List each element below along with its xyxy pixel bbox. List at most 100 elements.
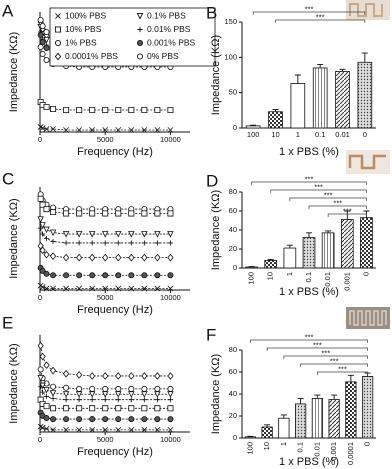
data-point bbox=[102, 405, 109, 412]
legend-marker bbox=[136, 12, 144, 20]
data-point bbox=[154, 397, 160, 403]
x-tick-label: 100 bbox=[247, 272, 256, 285]
data-point bbox=[102, 416, 109, 423]
bar bbox=[244, 436, 256, 439]
data-point bbox=[89, 107, 96, 113]
data-point bbox=[62, 391, 70, 398]
bar bbox=[302, 237, 316, 269]
data-point bbox=[76, 285, 83, 292]
x-tick-label: 0.1 bbox=[315, 130, 325, 139]
data-point bbox=[141, 107, 148, 113]
x-axis-title: Frequency (Hz) bbox=[77, 304, 153, 316]
panel-letter: B bbox=[206, 3, 217, 22]
data-point bbox=[62, 231, 70, 238]
data-point bbox=[128, 405, 135, 412]
x-axis-title: 1 x PBS (%) bbox=[279, 146, 339, 158]
data-point bbox=[115, 285, 122, 292]
data-point bbox=[141, 397, 147, 403]
data-point bbox=[76, 371, 83, 379]
error-bar bbox=[294, 74, 301, 84]
data-point bbox=[89, 285, 96, 292]
data-point bbox=[38, 225, 44, 231]
y-tick-label: 0 bbox=[233, 123, 237, 132]
data-point bbox=[63, 416, 70, 423]
x-tick-label: 0 bbox=[38, 435, 42, 444]
x-tick-label: 0.01 bbox=[312, 442, 321, 457]
error-bar bbox=[247, 435, 254, 437]
data-point bbox=[128, 426, 135, 433]
data-point bbox=[37, 17, 44, 23]
data-point bbox=[50, 272, 57, 279]
data-point bbox=[154, 385, 161, 392]
data-point bbox=[89, 240, 95, 246]
y-tick-label: 80 bbox=[229, 345, 237, 354]
data-point bbox=[43, 380, 50, 387]
data-point bbox=[102, 397, 108, 403]
y-axis-title: Impedance (KΩ) bbox=[8, 343, 20, 423]
data-point bbox=[102, 210, 109, 217]
bar bbox=[283, 247, 297, 269]
error-bar bbox=[306, 232, 312, 238]
data-point bbox=[63, 384, 70, 391]
data-point bbox=[50, 238, 56, 245]
y-tick-label: 20 bbox=[229, 411, 237, 420]
data-point bbox=[39, 382, 46, 390]
data-point bbox=[43, 415, 50, 421]
data-point bbox=[102, 107, 109, 113]
data-point bbox=[88, 391, 96, 398]
data-point bbox=[39, 352, 46, 361]
bar bbox=[278, 417, 290, 439]
data-point bbox=[167, 210, 174, 217]
data-point bbox=[50, 383, 57, 390]
data-point bbox=[40, 389, 46, 395]
y-tick-label: 0 bbox=[233, 433, 237, 442]
data-point bbox=[88, 231, 96, 238]
data-point bbox=[89, 372, 96, 380]
significance-label: *** bbox=[330, 356, 339, 365]
data-point bbox=[102, 127, 109, 133]
x-tick-label: 10 bbox=[271, 130, 279, 139]
data-point bbox=[89, 426, 96, 433]
data-point bbox=[63, 397, 69, 403]
x-tick-label: 0 bbox=[361, 272, 370, 276]
data-point bbox=[37, 375, 44, 382]
data-point bbox=[76, 107, 83, 113]
data-point bbox=[63, 426, 69, 433]
data-point bbox=[43, 37, 50, 44]
data-point bbox=[39, 424, 46, 431]
data-point bbox=[141, 231, 148, 238]
data-point bbox=[38, 384, 44, 390]
significance-label: *** bbox=[338, 364, 347, 373]
data-point bbox=[115, 372, 122, 380]
data-point bbox=[50, 395, 56, 402]
data-point bbox=[37, 216, 44, 223]
legend-label: 0.1% PBS bbox=[147, 10, 186, 20]
significance-label: *** bbox=[333, 198, 342, 207]
data-point bbox=[115, 231, 122, 238]
data-point bbox=[75, 391, 83, 398]
y-tick-label: 40 bbox=[229, 225, 237, 234]
data-point bbox=[89, 210, 96, 217]
bar bbox=[321, 232, 335, 269]
data-point bbox=[63, 285, 69, 292]
legend-marker bbox=[137, 26, 143, 33]
data-point bbox=[43, 285, 50, 292]
error-bar bbox=[325, 230, 332, 233]
data-point bbox=[154, 253, 161, 262]
x-tick-label: 10000 bbox=[160, 135, 181, 144]
data-point bbox=[167, 405, 174, 412]
significance-label: *** bbox=[305, 332, 314, 341]
data-point bbox=[154, 127, 161, 133]
data-point bbox=[128, 240, 134, 246]
legend-marker bbox=[136, 53, 144, 60]
data-point bbox=[115, 426, 122, 433]
data-point bbox=[43, 104, 50, 110]
bar bbox=[345, 381, 357, 439]
x-tick-label: 0.01 bbox=[335, 130, 350, 139]
panel-letter: A bbox=[2, 1, 14, 20]
significance-label: *** bbox=[305, 174, 314, 183]
data-point bbox=[102, 285, 109, 292]
x-axis-title: 1 x PBS (%) bbox=[279, 456, 339, 468]
significance-bracket bbox=[270, 189, 367, 193]
data-point bbox=[89, 253, 96, 262]
